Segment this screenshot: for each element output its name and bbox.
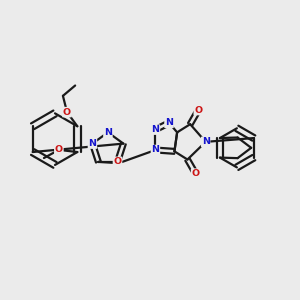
Text: N: N <box>152 125 159 134</box>
Text: O: O <box>194 106 202 115</box>
Text: O: O <box>55 146 63 154</box>
Text: N: N <box>104 128 112 137</box>
Text: N: N <box>152 146 159 154</box>
Text: O: O <box>191 169 200 178</box>
Text: N: N <box>165 118 173 127</box>
Text: O: O <box>63 108 71 117</box>
Text: O: O <box>113 157 122 166</box>
Text: N: N <box>88 139 96 148</box>
Text: N: N <box>202 137 210 146</box>
